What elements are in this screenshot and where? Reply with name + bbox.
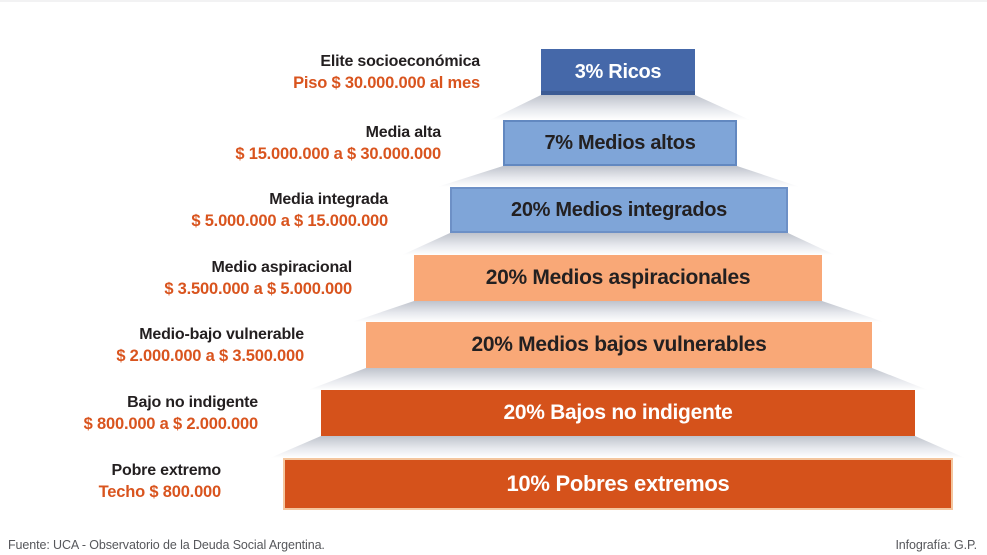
level-labels-medio-bajo-vulnerable: Medio-bajo vulnerable $ 2.000.000 a $ 3.… xyxy=(116,325,304,368)
level-name: Media alta xyxy=(365,124,442,141)
source-credit: Fuente: UCA - Observatorio de la Deuda S… xyxy=(8,538,325,552)
step-shadow xyxy=(437,166,800,187)
pyramid-bar-pobres-extremos: 10% Pobres extremos xyxy=(283,458,953,510)
step-shadow xyxy=(308,368,928,390)
level-name: Medio-bajo vulnerable xyxy=(139,326,304,343)
pyramid-bar-medios-bajos-vulnerables: 20% Medios bajos vulnerables xyxy=(366,322,872,368)
level-labels-media-integrada: Media integrada $ 5.000.000 a $ 15.000.0… xyxy=(191,190,388,233)
bar-label: 20% Medios bajos vulnerables xyxy=(471,333,767,356)
level-labels-pobre-extremo: Pobre extremo Techo $ 800.000 xyxy=(98,461,222,504)
level-labels-elite: Elite socioeconómica Piso $ 30.000.000 a… xyxy=(293,52,480,95)
level-income-range: Techo $ 800.000 xyxy=(98,483,222,501)
level-income-range: $ 3.500.000 a $ 5.000.000 xyxy=(164,280,352,298)
bar-label: 3% Ricos xyxy=(574,60,662,83)
level-labels-bajo-no-indigente: Bajo no indigente $ 800.000 a $ 2.000.00… xyxy=(83,393,259,436)
infographic-credit: Infografía: G.P. xyxy=(895,538,977,552)
level-name: Media integrada xyxy=(269,191,388,208)
footer: Fuente: UCA - Observatorio de la Deuda S… xyxy=(8,538,977,552)
step-shadow xyxy=(490,95,750,120)
step-shadow xyxy=(270,436,965,458)
step-shadow xyxy=(352,301,884,322)
level-name: Elite socioeconómica xyxy=(320,53,480,70)
bar-label: 10% Pobres extremos xyxy=(506,471,730,496)
bar-label: 20% Medios aspiracionales xyxy=(485,266,751,289)
level-labels-medio-aspiracional: Medio aspiracional $ 3.500.000 a $ 5.000… xyxy=(164,258,352,301)
level-name: Pobre extremo xyxy=(111,462,222,479)
level-labels-media-alta: Media alta $ 15.000.000 a $ 30.000.000 xyxy=(235,123,441,166)
level-income-range: Piso $ 30.000.000 al mes xyxy=(293,74,480,92)
level-income-range: $ 800.000 a $ 2.000.000 xyxy=(83,415,259,433)
bar-label: 20% Medios integrados xyxy=(511,198,727,221)
pyramid-bar-ricos: 3% Ricos xyxy=(541,49,695,95)
pyramid-bar-medios-altos: 7% Medios altos xyxy=(503,120,737,166)
level-income-range: $ 5.000.000 a $ 15.000.000 xyxy=(191,212,388,230)
pyramid-bar-bajos-no-indigente: 20% Bajos no indigente xyxy=(321,390,915,436)
step-shadow xyxy=(402,233,835,255)
bar-label: 20% Bajos no indigente xyxy=(503,401,733,424)
level-name: Medio aspiracional xyxy=(211,259,353,276)
level-income-range: $ 2.000.000 a $ 3.500.000 xyxy=(116,347,304,365)
pyramid-bar-medios-aspiracionales: 20% Medios aspiracionales xyxy=(414,255,822,301)
level-name: Bajo no indigente xyxy=(127,394,258,411)
pyramid-bar-medios-integrados: 20% Medios integrados xyxy=(450,187,788,233)
bar-label: 7% Medios altos xyxy=(544,131,696,154)
level-income-range: $ 15.000.000 a $ 30.000.000 xyxy=(235,145,441,163)
